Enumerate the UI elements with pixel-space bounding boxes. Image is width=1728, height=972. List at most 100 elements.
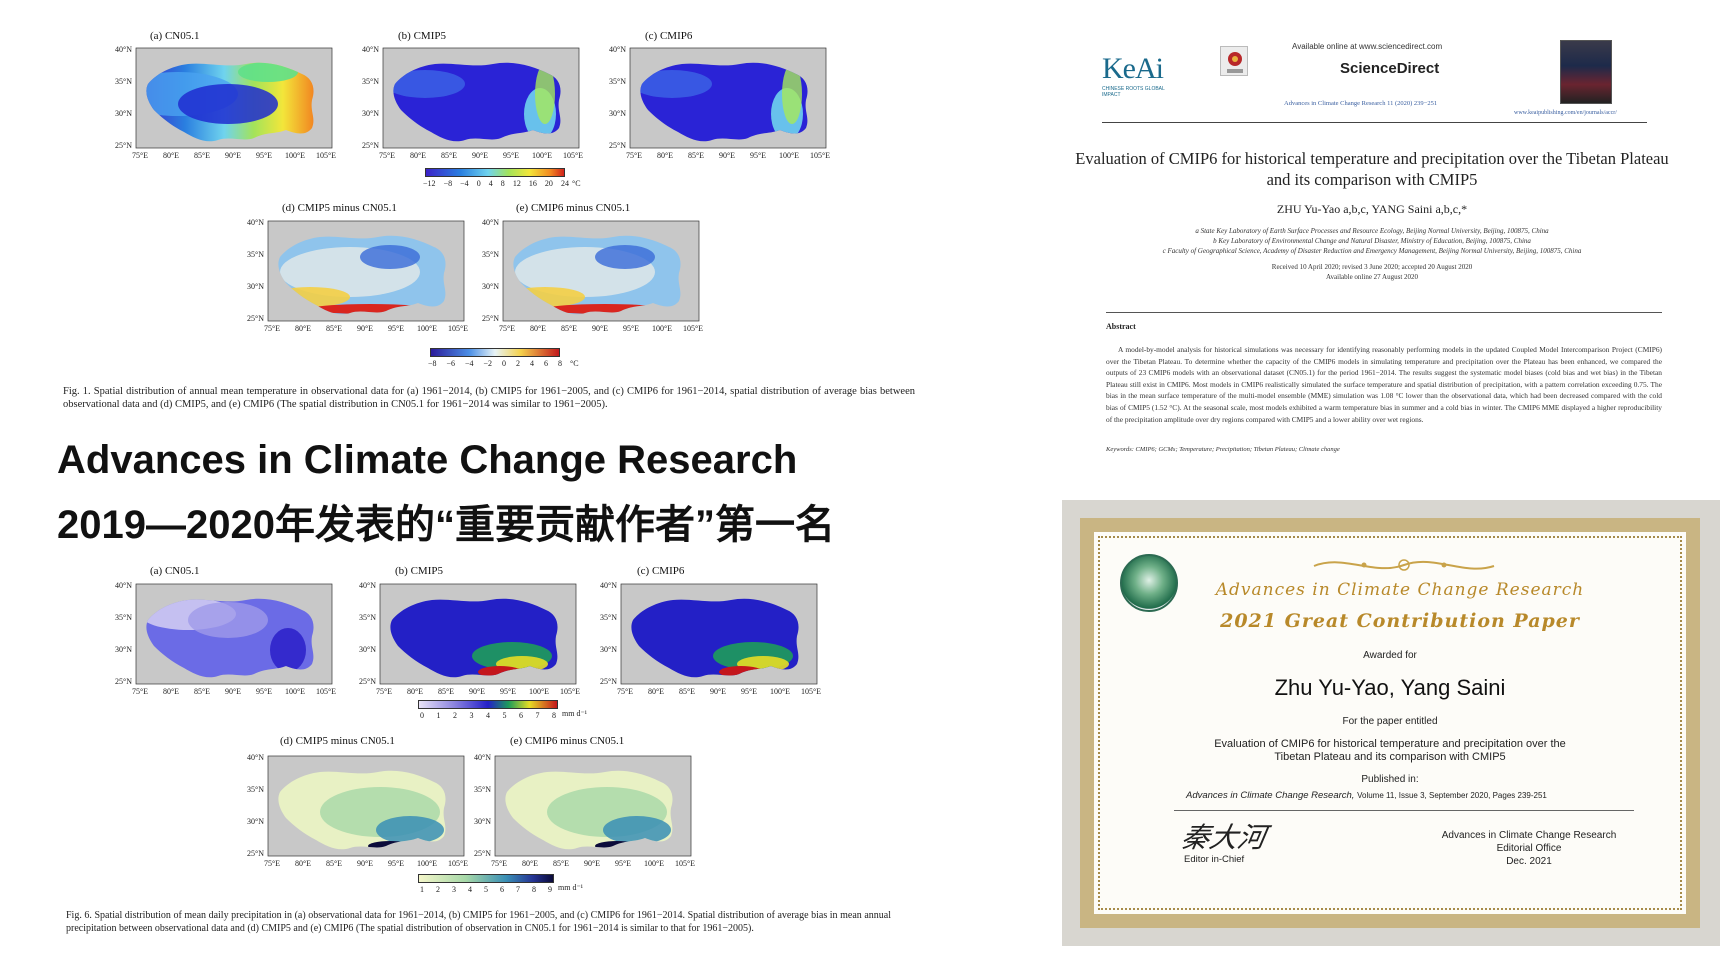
latitude-tick-label: 35°N: [600, 613, 617, 622]
headline-award: 2019—2020年发表的“重要贡献作者”第一名: [57, 503, 835, 547]
headline-journal: Advances in Climate Change Research: [57, 438, 798, 482]
colorbar-tick-label: 3: [469, 711, 474, 720]
longitude-tick-label: 95°E: [256, 151, 272, 160]
affiliation-b: b Key Laboratory of Environmental Change…: [1213, 237, 1531, 245]
certificate-frame: Advances in Climate Change Research 2021…: [1080, 518, 1700, 928]
latitude-tick-label: 40°N: [115, 581, 132, 590]
publication-volume: Volume 11, Issue 3, September 2020, Page…: [1357, 791, 1547, 800]
awarded-for: Awarded for: [1363, 650, 1417, 661]
longitude-tick-label: 80°E: [522, 859, 538, 868]
latitude-tick-label: 40°N: [482, 218, 499, 227]
keai-tagline: CHINESE ROOTS GLOBAL IMPACT: [1102, 86, 1165, 98]
longitude-tick-label: 75°E: [376, 687, 392, 696]
journal-seal-icon: [1120, 554, 1178, 612]
panel-label: (d) CMIP5 minus CN05.1: [282, 202, 397, 214]
latitude-tick-label: 35°N: [609, 77, 626, 86]
colorbar-tick-label: 2: [515, 359, 520, 368]
longitude-tick-label: 100°E: [285, 151, 305, 160]
certificate-paper-title: Tibetan Plateau and its comparison with …: [1274, 751, 1506, 763]
longitude-tick-label: 85°E: [688, 151, 704, 160]
journal-reference: Advances in Climate Change Research 11 (…: [1284, 100, 1438, 107]
longitude-tick-label: 100°E: [529, 687, 549, 696]
certificate-recipients: Zhu Yu-Yao, Yang Saini: [1274, 675, 1506, 700]
latitude-tick-label: 40°N: [600, 581, 617, 590]
plateau-field: [278, 235, 446, 315]
latitude-tick-label: 25°N: [247, 314, 264, 323]
longitude-tick-label: 75°E: [491, 859, 507, 868]
colorbar-tick-label: 2: [453, 711, 457, 720]
latitude-tick-label: 35°N: [115, 77, 132, 86]
latitude-tick-label: 35°N: [482, 250, 499, 259]
panel-label: (a) CN05.1: [150, 565, 200, 577]
map-panel: 40°N 35°N 30°N 25°N75°E 80°E 85°E 90°E 95°E 100°…: [359, 581, 580, 696]
colorbar-tick-label: 6: [519, 711, 523, 720]
longitude-tick-label: 90°E: [584, 859, 600, 868]
panel-label: (c) CMIP6: [645, 30, 693, 42]
longitude-tick-label: 90°E: [719, 151, 735, 160]
colorbar-temperature: [425, 168, 565, 177]
longitude-tick-label: 95°E: [503, 151, 519, 160]
figure-caption: Fig. 1. Spatial distribution of annual m…: [63, 386, 915, 410]
panel-label: (b) CMIP5: [395, 565, 443, 577]
ornament-icon: [1313, 559, 1495, 571]
colorbar-tick-label: −6: [446, 359, 456, 368]
latitude-tick-label: 30°N: [600, 645, 617, 654]
latitude-tick-label: 30°N: [482, 282, 499, 291]
colorbar-tick-label: 5: [484, 885, 488, 894]
panel-label: (d) CMIP5 minus CN05.1: [280, 735, 395, 747]
colorbar-unit: °C: [572, 179, 581, 188]
latitude-tick-label: 30°N: [362, 109, 379, 118]
award-certificate: Advances in Climate Change Research 2021…: [1062, 500, 1720, 946]
panel-label: (e) CMIP6 minus CN05.1: [516, 202, 631, 214]
panel-label: (a) CN05.1: [150, 30, 200, 42]
latitude-tick-label: 40°N: [362, 45, 379, 54]
colorbar-tick-label: 4: [486, 711, 490, 720]
colorbar-tick-label: 8: [500, 179, 505, 188]
longitude-tick-label: 85°E: [194, 151, 210, 160]
colorbar-temperature-bias: [430, 348, 560, 357]
longitude-tick-label: 80°E: [648, 687, 664, 696]
longitude-tick-label: 100°E: [770, 687, 790, 696]
panel-label: (c) CMIP6: [637, 565, 685, 577]
latitude-tick-label: 25°N: [482, 314, 499, 323]
longitude-tick-label: 75°E: [132, 151, 148, 160]
colorbar-tick-label: 2: [436, 885, 440, 894]
longitude-tick-label: 100°E: [652, 324, 672, 333]
colorbar-tick-label: 5: [502, 711, 507, 720]
colorbar-tick-label: 3: [452, 885, 456, 894]
panel-label: (e) CMIP6 minus CN05.1: [510, 735, 625, 747]
longitude-tick-label: 105°E: [448, 859, 468, 868]
longitude-tick-label: 75°E: [264, 859, 280, 868]
colorbar-tick-label: −4: [460, 179, 469, 188]
colorbar-tick-label: 0: [502, 359, 506, 368]
longitude-tick-label: 75°E: [617, 687, 633, 696]
journal-url: www.keaipublishing.com/en/journals/accr/: [1514, 110, 1617, 116]
colorbar-ticks: 1 2 3 4 5 6 7 8 9: [420, 885, 552, 894]
sciencedirect-logo: ScienceDirect: [1340, 60, 1440, 77]
latitude-tick-label: 25°N: [115, 141, 132, 150]
latitude-tick-label: 25°N: [247, 849, 264, 858]
map-panel: 40°N 35°N 30°N 25°N75°E 80°E 85°E 90°E 95°E 100°…: [482, 218, 703, 333]
longitude-tick-label: 80°E: [163, 151, 179, 160]
longitude-tick-label: 90°E: [357, 324, 373, 333]
colorbar-ticks: −8 −6 −4 −2 0 2 4 6 8: [428, 359, 562, 368]
longitude-tick-label: 105°E: [316, 687, 336, 696]
longitude-tick-label: 100°E: [417, 859, 437, 868]
publication-journal: Advances in Climate Change Research,: [1186, 790, 1355, 801]
available-online-date: Available online 27 August 2020: [1325, 273, 1419, 281]
longitude-tick-label: 80°E: [295, 324, 311, 333]
latitude-tick-label: 25°N: [600, 677, 617, 686]
longitude-tick-label: 80°E: [295, 859, 311, 868]
panel-label: (b) CMIP5: [398, 30, 446, 42]
colorbar-tick-label: 4: [488, 179, 493, 188]
affiliation-c: c Faculty of Geographical Science, Acade…: [1162, 247, 1582, 255]
office-department: Editorial Office: [1496, 843, 1562, 854]
latitude-tick-label: 40°N: [247, 753, 264, 762]
longitude-tick-label: 100°E: [532, 151, 552, 160]
longitude-tick-label: 80°E: [163, 687, 179, 696]
latitude-tick-label: 25°N: [609, 141, 626, 150]
colorbar-tick-label: −8: [428, 359, 437, 368]
certificate-rule: [1174, 810, 1634, 811]
map-panel: 40°N 35°N 30°N 25°N75°E 80°E 85°E 90°E 95°E 100°…: [362, 45, 583, 160]
latitude-tick-label: 30°N: [247, 282, 264, 291]
